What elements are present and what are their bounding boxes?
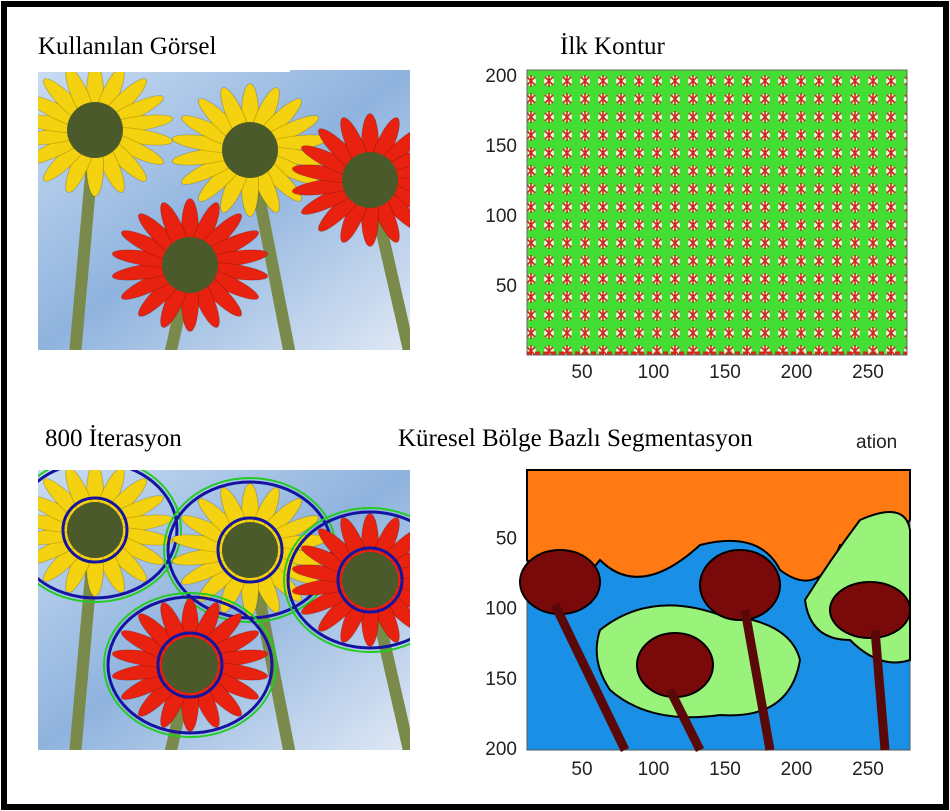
contour-plot xyxy=(527,70,907,355)
x-tick-label: 100 xyxy=(638,362,670,383)
panel-title: 800 İterasyon xyxy=(45,425,182,452)
flower-center xyxy=(222,522,278,578)
y-tick-label: 200 xyxy=(485,66,517,87)
panel-title: Kullanılan Görsel xyxy=(38,33,216,60)
y-tick-label: 150 xyxy=(485,136,517,157)
x-tick-label: 50 xyxy=(571,362,592,383)
figure: Kullanılan Görsel İlk Kontur 800 İterasy… xyxy=(0,0,950,811)
overflow-text: ation xyxy=(856,432,897,453)
x-tick-label: 200 xyxy=(781,759,813,780)
panel-title: Küresel Bölge Bazlı Segmentasyon xyxy=(398,425,753,452)
x-tick-label: 200 xyxy=(781,362,813,383)
segmented-image xyxy=(9,458,456,755)
segmentation-plot xyxy=(520,470,910,750)
flower-image xyxy=(16,64,449,355)
flower-center xyxy=(222,122,278,178)
x-tick-label: 150 xyxy=(709,362,741,383)
y-tick-label: 150 xyxy=(485,669,517,690)
x-tick-label: 250 xyxy=(852,362,884,383)
x-tick-label: 100 xyxy=(638,759,670,780)
flower-center xyxy=(67,502,123,558)
panel-title: İlk Kontur xyxy=(560,33,666,60)
flower-center xyxy=(342,552,398,608)
y-tick-label: 50 xyxy=(496,528,517,549)
page: Kullanılan Görsel İlk Kontur 800 İterasy… xyxy=(0,0,950,811)
x-tick-label: 150 xyxy=(709,759,741,780)
flower-center xyxy=(67,102,123,158)
x-tick-label: 250 xyxy=(852,759,884,780)
flower-center xyxy=(342,152,398,208)
y-tick-label: 100 xyxy=(485,599,517,620)
x-tick-label: 50 xyxy=(571,759,592,780)
flower-center xyxy=(162,237,218,293)
y-tick-label: 100 xyxy=(485,206,517,227)
y-tick-label: 200 xyxy=(485,739,517,760)
flower-center xyxy=(162,637,218,693)
y-tick-label: 50 xyxy=(496,276,517,297)
